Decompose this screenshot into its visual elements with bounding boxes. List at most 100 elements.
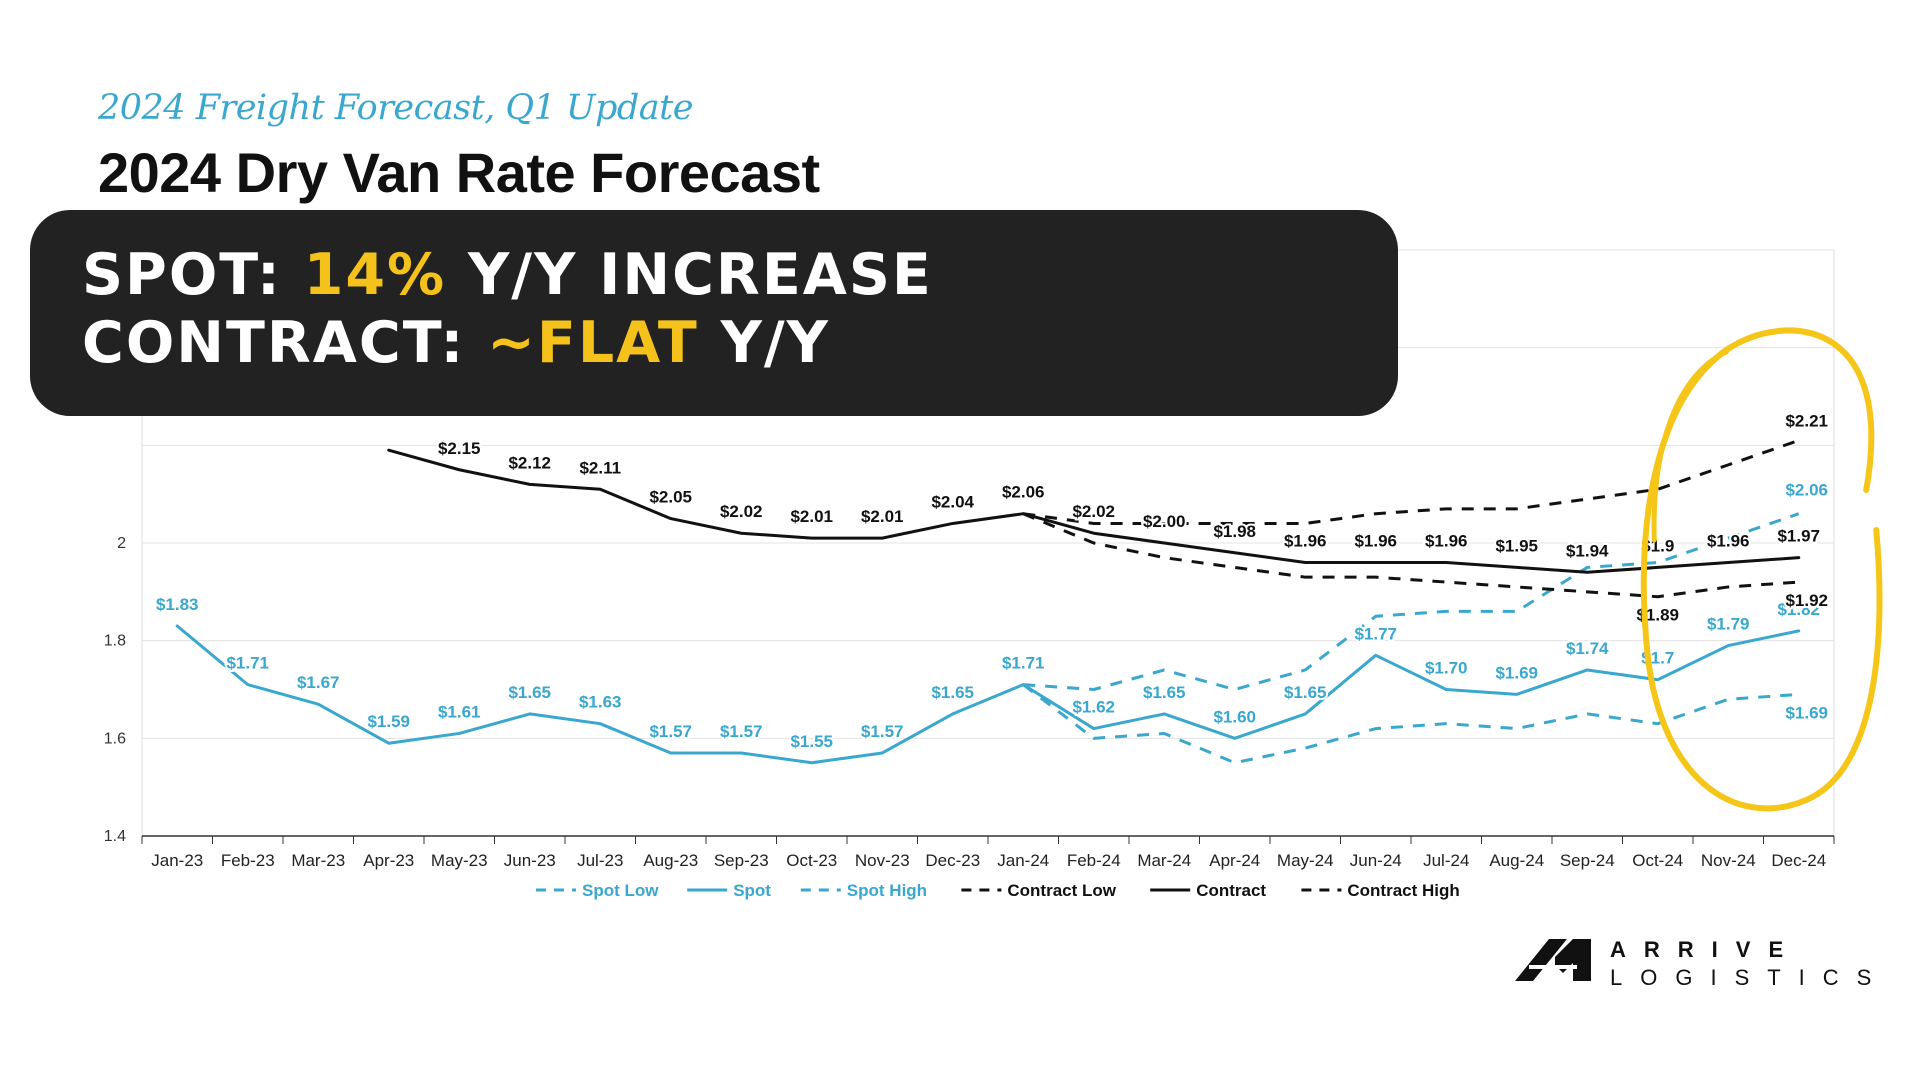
contract-data-label: $2.00 (1143, 512, 1186, 531)
spot-data-label: $1.55 (790, 732, 833, 751)
spot-data-label: $1.70 (1425, 659, 1468, 678)
x-tick-label: Mar-23 (291, 851, 345, 870)
contract-data-label: $2.01 (861, 507, 904, 526)
summary-banner: SPOT: 14% Y/Y INCREASE CONTRACT: ~FLAT Y… (30, 210, 1398, 416)
x-tick-label: Mar-24 (1137, 851, 1191, 870)
contract-high-data-label: $2.21 (1785, 411, 1828, 430)
spot-data-label: $1.65 (931, 683, 974, 702)
spot-data-label: $1.71 (226, 654, 269, 673)
spot-data-label: $1.74 (1566, 639, 1609, 658)
y-tick-label: 2 (117, 535, 126, 552)
contract-high-line (1023, 439, 1800, 525)
legend-contract-label: Contract (1196, 881, 1266, 900)
contract-data-label: $2.04 (931, 492, 974, 511)
contract-data-label: $2.11 (579, 458, 621, 477)
x-tick-label: Jan-23 (151, 851, 203, 870)
spot-data-label: $1.77 (1354, 624, 1397, 643)
x-tick-label: Apr-24 (1209, 851, 1260, 870)
x-tick-label: May-23 (431, 851, 488, 870)
contract-data-label: $2.02 (720, 502, 763, 521)
spot-data-label: $1.69 (1495, 663, 1538, 682)
spot-data-label: $1.82 (1777, 600, 1820, 619)
spot-data-label: $1.57 (649, 722, 692, 741)
contract-data-label: $1.96 (1425, 532, 1468, 551)
contract-line (387, 448, 1801, 574)
x-tick-label: Jun-23 (504, 851, 556, 870)
legend-spot-high-label: Spot High (847, 881, 927, 900)
spot-data-label: $1.79 (1707, 615, 1750, 634)
contract-data-label: $2.06 (1002, 483, 1045, 502)
spot-data-label: $1.59 (367, 712, 410, 731)
spot-data-label: $1.60 (1213, 707, 1256, 726)
x-tick-label: Feb-23 (221, 851, 275, 870)
contract-low-line (1022, 512, 1799, 599)
spot-low-data-label: $1.69 (1785, 703, 1828, 722)
legend-contract-high-label: Contract High (1347, 881, 1459, 900)
spot-data-label: $1.71 (1002, 654, 1045, 673)
x-tick-label: Jul-24 (1423, 851, 1469, 870)
legend-spot-low-label: Spot Low (582, 881, 659, 900)
spot-data-label: $1.65 (508, 683, 551, 702)
arrive-logistics-logo: ARRIVE LOGISTICS (1515, 935, 1871, 1005)
x-tick-label: Aug-24 (1489, 851, 1544, 870)
contract-data-label: $1.9 (1641, 536, 1674, 555)
x-tick-label: Aug-23 (643, 851, 698, 870)
contract-prefix: CONTRACT: (82, 310, 488, 376)
contract-highlight: ~FLAT (487, 310, 699, 376)
x-tick-label: Jul-23 (577, 851, 623, 870)
contract-data-label: $1.96 (1354, 532, 1397, 551)
logo-word-arrive: ARRIVE (1610, 937, 1802, 962)
spot-data-label: $1.83 (156, 595, 199, 614)
spot-suffix: Y/Y INCREASE (446, 242, 933, 308)
highlight-circle (1640, 327, 1883, 812)
contract-data-label: $2.05 (649, 488, 692, 507)
spot-data-label: $1.65 (1143, 683, 1186, 702)
x-tick-label: Nov-23 (855, 851, 910, 870)
contract-data-label: $2.15 (438, 439, 481, 458)
spot-highlight: 14% (303, 242, 447, 308)
y-tick-label: 1.8 (104, 633, 126, 650)
x-tick-label: Oct-23 (786, 851, 837, 870)
contract-data-label: $2.02 (1072, 502, 1115, 521)
spot-prefix: SPOT: (82, 242, 304, 308)
contract-data-label: $1.97 (1777, 527, 1820, 546)
spot-line (175, 624, 1801, 765)
x-tick-label: Dec-23 (925, 851, 980, 870)
x-tick-label: Feb-24 (1067, 851, 1121, 870)
logo-word-logistics: LOGISTICS (1610, 965, 1890, 990)
contract-data-label: $2.12 (508, 453, 551, 472)
x-tick-label: Apr-23 (363, 851, 414, 870)
x-tick-label: Nov-24 (1701, 851, 1756, 870)
legend-contract-low-label: Contract Low (1007, 881, 1116, 900)
x-tick-label: Sep-23 (714, 851, 769, 870)
contract-data-label: $1.98 (1213, 522, 1256, 541)
spot-data-label: $1.67 (297, 673, 340, 692)
y-tick-label: 1.4 (104, 828, 126, 845)
legend-spot-label: Spot (733, 881, 771, 900)
x-tick-label: Jun-24 (1350, 851, 1402, 870)
x-tick-label: May-24 (1277, 851, 1334, 870)
spot-high-data-label: $2.06 (1785, 481, 1828, 500)
y-tick-label: 1.6 (104, 730, 126, 747)
spot-data-label: $1.57 (720, 722, 763, 741)
arrive-logo-icon (1515, 939, 1591, 981)
x-tick-label: Jan-24 (997, 851, 1049, 870)
contract-data-label: $1.96 (1284, 532, 1327, 551)
contract-low-data-label: $1.92 (1785, 591, 1828, 610)
x-tick-label: Dec-24 (1771, 851, 1826, 870)
spot-data-label: $1.57 (861, 722, 904, 741)
x-tick-label: Oct-24 (1632, 851, 1683, 870)
contract-suffix: Y/Y (698, 310, 830, 376)
spot-data-label: $1.62 (1072, 698, 1115, 717)
chart-title: 2024 Dry Van Rate Forecast (98, 141, 820, 204)
contract-summary: CONTRACT: ~FLAT Y/Y (82, 310, 830, 376)
spot-data-label: $1.61 (438, 702, 481, 721)
spot-summary: SPOT: 14% Y/Y INCREASE (82, 242, 933, 308)
contract-data-label: $1.94 (1566, 541, 1609, 560)
spot-data-label: $1.65 (1284, 683, 1327, 702)
contract-data-label: $2.01 (790, 507, 833, 526)
report-supertitle: 2024 Freight Forecast, Q1 Update (98, 88, 693, 128)
contract-data-label: $1.96 (1707, 532, 1750, 551)
spot-low-line (1022, 683, 1799, 765)
